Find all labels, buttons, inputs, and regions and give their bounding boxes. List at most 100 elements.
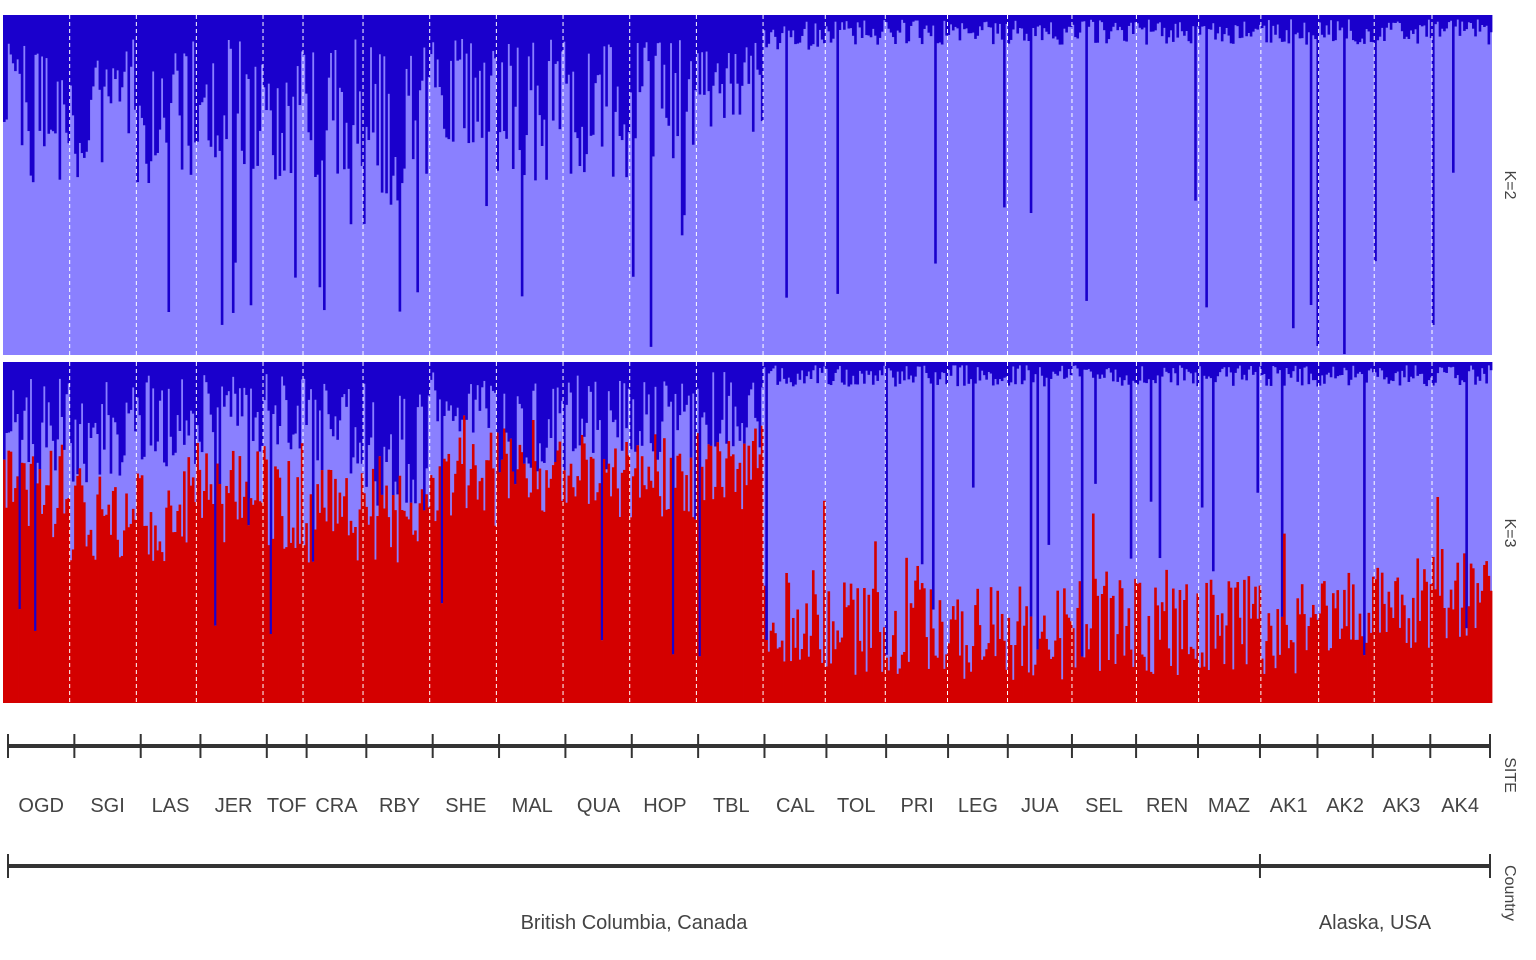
k3-bar-cluster3 <box>376 516 379 703</box>
k3-bar-cluster3 <box>883 627 886 703</box>
k3-bar-cluster1 <box>731 362 735 447</box>
k3-bar-cluster1 <box>1231 362 1235 386</box>
k2-bar-cluster1 <box>307 15 311 133</box>
k2-bar-cluster1 <box>36 15 39 54</box>
k3-bar-cluster3 <box>396 562 399 703</box>
k2-bar-cluster1 <box>196 15 199 142</box>
k3-bar-cluster3 <box>1103 585 1106 703</box>
k3-bar-cluster3 <box>1283 533 1286 703</box>
k3-bar-cluster3 <box>800 649 804 703</box>
k3-bar-cluster1 <box>1131 362 1135 381</box>
k2-bar-cluster1 <box>1220 15 1224 42</box>
k2-bar-cluster1 <box>1025 15 1028 34</box>
k3-bar-cluster1 <box>585 362 588 423</box>
k3-bar-cluster1 <box>889 362 893 371</box>
k3-bar-cluster1 <box>1314 362 1317 381</box>
k3-bar-cluster3 <box>965 645 968 703</box>
k3-bar-cluster1 <box>1156 362 1160 376</box>
k3-bar-cluster3 <box>107 504 111 703</box>
k3-bar-cluster1 <box>1456 362 1460 376</box>
k3-bar-cluster3 <box>1134 578 1137 703</box>
k3-bar-cluster1 <box>320 362 324 471</box>
k3-bar-cluster1 <box>863 362 866 384</box>
k3-bar-cluster1 <box>1460 362 1464 381</box>
k3-bar-cluster1 <box>1209 362 1213 379</box>
k3-bar-cluster1 <box>1051 362 1055 372</box>
k3-bar-cluster3 <box>898 668 902 703</box>
k3-bar-cluster3 <box>47 485 51 703</box>
k3-bar-cluster3 <box>1018 586 1022 703</box>
k2-bar-cluster1 <box>596 15 599 76</box>
k3-bar-cluster3 <box>1227 581 1231 703</box>
k2-bar-cluster1 <box>138 15 142 106</box>
k2-bar-cluster1 <box>580 15 584 127</box>
k2-bar-cluster1 <box>1005 15 1008 24</box>
k3-bar-cluster3 <box>707 444 711 703</box>
k3-bar-cluster3 <box>71 549 75 703</box>
k3-bar-cluster3 <box>303 545 306 703</box>
k2-bar-cluster1 <box>1107 15 1111 40</box>
k3-bar-cluster3 <box>1351 584 1355 703</box>
k2-bar-cluster1 <box>909 15 913 26</box>
k2-bar-cluster1 <box>1489 15 1493 33</box>
k3-bar-cluster1 <box>154 362 157 452</box>
k3-bar-cluster1 <box>705 362 708 425</box>
k3-bar-cluster1 <box>447 362 451 411</box>
k3-bar-cluster3 <box>1171 588 1175 703</box>
k2-bar-cluster1 <box>1158 15 1162 23</box>
k2-bar-cluster1 <box>987 15 991 28</box>
k3-bar-cluster1 <box>1307 362 1311 385</box>
k2-bar-cluster1 <box>754 15 757 43</box>
k2-bar-cluster1 <box>1165 15 1168 44</box>
k3-bar-cluster3 <box>665 509 668 703</box>
k3-bar-cluster1 <box>1147 362 1151 380</box>
k3-bar-cluster3 <box>896 673 900 703</box>
k3-bar-cluster1 <box>398 362 402 396</box>
k3-bar-cluster1 <box>216 362 219 408</box>
k3-bar-cluster1 <box>87 362 91 423</box>
k3-bar-cluster3 <box>1249 618 1253 703</box>
k3-bar-cluster1 <box>1376 362 1380 377</box>
k2-bar-cluster1 <box>1260 15 1264 29</box>
k3-bar-cluster1 <box>716 362 720 443</box>
k3-bar-cluster3 <box>703 500 706 703</box>
k3-bar-cluster3 <box>1074 667 1077 703</box>
k2-bar-cluster1 <box>1267 15 1271 21</box>
k2-bar-cluster1 <box>376 15 379 166</box>
k2-bar-cluster1 <box>320 15 324 161</box>
k2-bar-cluster1 <box>1336 15 1340 22</box>
k2-bar-cluster1 <box>976 15 980 36</box>
k2-bar-cluster1 <box>1038 15 1042 26</box>
k3-bar-cluster1 <box>1269 362 1273 386</box>
k3-bar-cluster3 <box>1036 649 1040 703</box>
k3-bar-cluster1 <box>1238 362 1242 366</box>
k2-bar-cluster1 <box>434 15 437 88</box>
k2-bar-cluster1 <box>1440 15 1444 29</box>
k3-bar-cluster1 <box>411 362 415 480</box>
k3-bar-cluster3 <box>547 487 551 703</box>
k3-bar-cluster3 <box>223 542 226 703</box>
k3-bar-cluster3 <box>1149 671 1153 703</box>
k3-bar-cluster1 <box>207 362 211 394</box>
k3-bar-cluster1 <box>149 362 153 446</box>
k3-bar-cluster3 <box>356 560 359 703</box>
k3-bar-cluster3 <box>960 611 964 703</box>
k2-bar-cluster1 <box>1443 15 1446 32</box>
k2-bar-cluster1 <box>236 15 239 114</box>
k2-bar-cluster1 <box>465 15 468 54</box>
k3-bar-cluster3 <box>378 456 382 703</box>
k3-bar-cluster1 <box>543 362 546 463</box>
k2-bar-cluster1 <box>385 15 388 194</box>
k2-bar-cluster1 <box>894 15 897 44</box>
k3-bar-cluster3 <box>140 475 144 703</box>
k3-bar-cluster1 <box>1380 362 1384 371</box>
k3-bar-cluster1 <box>1320 362 1324 376</box>
k2-bar-cluster1 <box>1469 15 1473 24</box>
k3-bar-cluster1 <box>1069 362 1073 376</box>
k3-bar-cluster3 <box>876 592 880 703</box>
k3-bar-cluster1 <box>98 362 102 475</box>
k2-bar-cluster1 <box>1405 15 1408 37</box>
k2-bar-cluster1 <box>60 15 64 81</box>
k2-bar-cluster1 <box>256 15 259 166</box>
k3-bar-cluster3 <box>65 499 68 703</box>
